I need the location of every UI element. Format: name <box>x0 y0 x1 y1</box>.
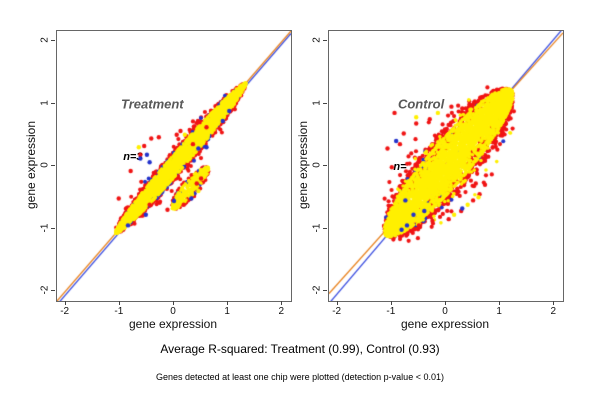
x-tick-label-treatment: 0 <box>170 306 176 317</box>
y-tick-treatment <box>51 165 55 166</box>
x-tick-label-control: -1 <box>386 306 396 317</box>
y-tick-label-treatment: -1 <box>39 223 51 232</box>
x-tick-label-treatment: 2 <box>278 306 285 317</box>
x-tick-control <box>390 301 392 305</box>
x-tick-label-control: 2 <box>550 306 557 317</box>
y-tick-treatment <box>51 40 55 41</box>
y-tick-label-control: -1 <box>311 223 323 232</box>
y-tick-control <box>323 102 327 104</box>
y-tick-label-treatment: -2 <box>39 285 51 295</box>
caption-detection-note: Genes detected at least one chip were pl… <box>156 372 444 382</box>
y-tick-label-treatment: 0 <box>39 162 51 168</box>
caption-average-r-squared: Average R-squared: Treatment (0.99), Con… <box>160 342 440 356</box>
x-tick-treatment <box>173 301 174 305</box>
x-axis-title-treatment: gene expression <box>128 317 218 331</box>
x-tick-treatment <box>227 301 229 305</box>
y-tick-control <box>323 227 327 229</box>
x-tick-control <box>336 301 338 305</box>
y-tick-control <box>323 40 327 41</box>
y-tick-treatment <box>51 290 55 291</box>
scatter-canvas-control <box>329 31 563 301</box>
x-tick-control <box>499 301 501 305</box>
x-tick-label-treatment: 1 <box>224 306 230 317</box>
x-tick-control <box>445 301 446 305</box>
y-tick-label-treatment: 2 <box>39 37 51 43</box>
x-tick-label-treatment: -2 <box>60 306 70 317</box>
y-tick-control <box>323 165 327 166</box>
y-tick-label-control: 2 <box>311 37 323 43</box>
y-tick-label-treatment: 1 <box>39 99 51 106</box>
x-axis-title-control: gene expression <box>400 317 490 331</box>
x-tick-label-control: 0 <box>442 306 448 317</box>
y-axis-title-treatment: gene expression <box>24 120 38 210</box>
y-axis-title-control: gene expression <box>296 120 310 210</box>
plot-frame-control: Controln= <box>328 30 564 302</box>
scatter-canvas-treatment <box>57 31 291 301</box>
y-tick-label-control: -2 <box>311 285 323 295</box>
x-tick-treatment <box>118 301 120 305</box>
y-tick-control <box>323 290 327 291</box>
y-tick-treatment <box>51 102 55 104</box>
x-tick-label-control: -2 <box>332 306 342 317</box>
x-tick-label-control: 1 <box>496 306 502 317</box>
x-tick-control <box>553 301 555 305</box>
y-tick-label-control: 0 <box>311 162 323 168</box>
plot-frame-treatment: Treatmentn=3 <box>56 30 292 302</box>
x-tick-treatment <box>281 301 283 305</box>
y-tick-label-control: 1 <box>311 99 323 106</box>
y-tick-treatment <box>51 227 55 229</box>
x-tick-label-treatment: -1 <box>114 306 124 317</box>
x-tick-treatment <box>64 301 66 305</box>
